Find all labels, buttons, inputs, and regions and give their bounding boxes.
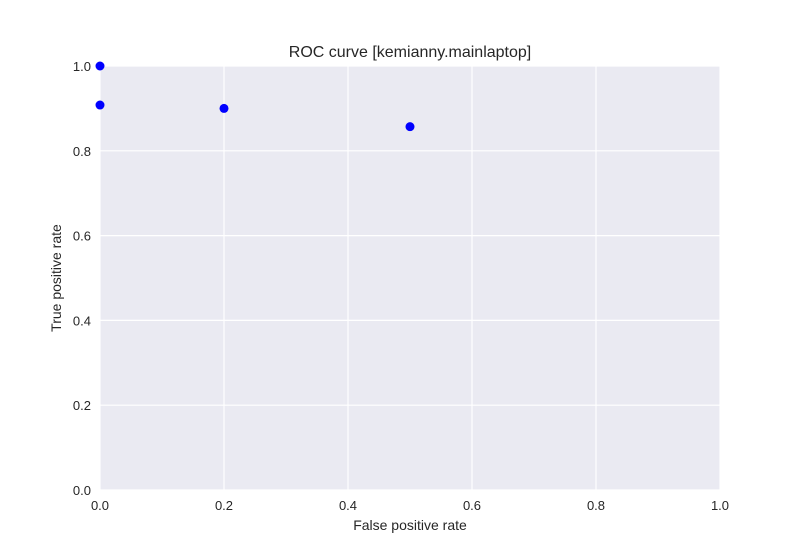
y-tick-label: 0.2 [73, 398, 91, 413]
y-tick-label: 1.0 [73, 59, 91, 74]
x-tick-label: 1.0 [711, 498, 729, 513]
y-tick-label: 0.0 [73, 483, 91, 498]
x-tick-label: 0.2 [215, 498, 233, 513]
data-point [95, 61, 105, 71]
x-tick-label: 0.0 [91, 498, 109, 513]
y-tick-label: 0.6 [73, 229, 91, 244]
data-point [95, 100, 105, 110]
grid-lines [99, 65, 721, 491]
x-tick-label: 0.6 [463, 498, 481, 513]
x-tick-label: 0.8 [587, 498, 605, 513]
data-points [95, 61, 415, 132]
data-point [405, 122, 415, 132]
y-tick-label: 0.8 [73, 144, 91, 159]
x-axis-label: False positive rate [353, 517, 467, 533]
y-tick-labels: 0.0 0.2 0.4 0.6 0.8 1.0 [73, 59, 91, 498]
plot-area [100, 66, 720, 490]
y-axis-label: True positive rate [48, 224, 64, 332]
y-tick-label: 0.4 [73, 313, 91, 328]
chart-title: ROC curve [kemianny.mainlaptop] [289, 44, 531, 61]
x-tick-labels: 0.0 0.2 0.4 0.6 0.8 1.0 [91, 498, 729, 513]
x-tick-label: 0.4 [339, 498, 357, 513]
data-point [219, 103, 229, 113]
